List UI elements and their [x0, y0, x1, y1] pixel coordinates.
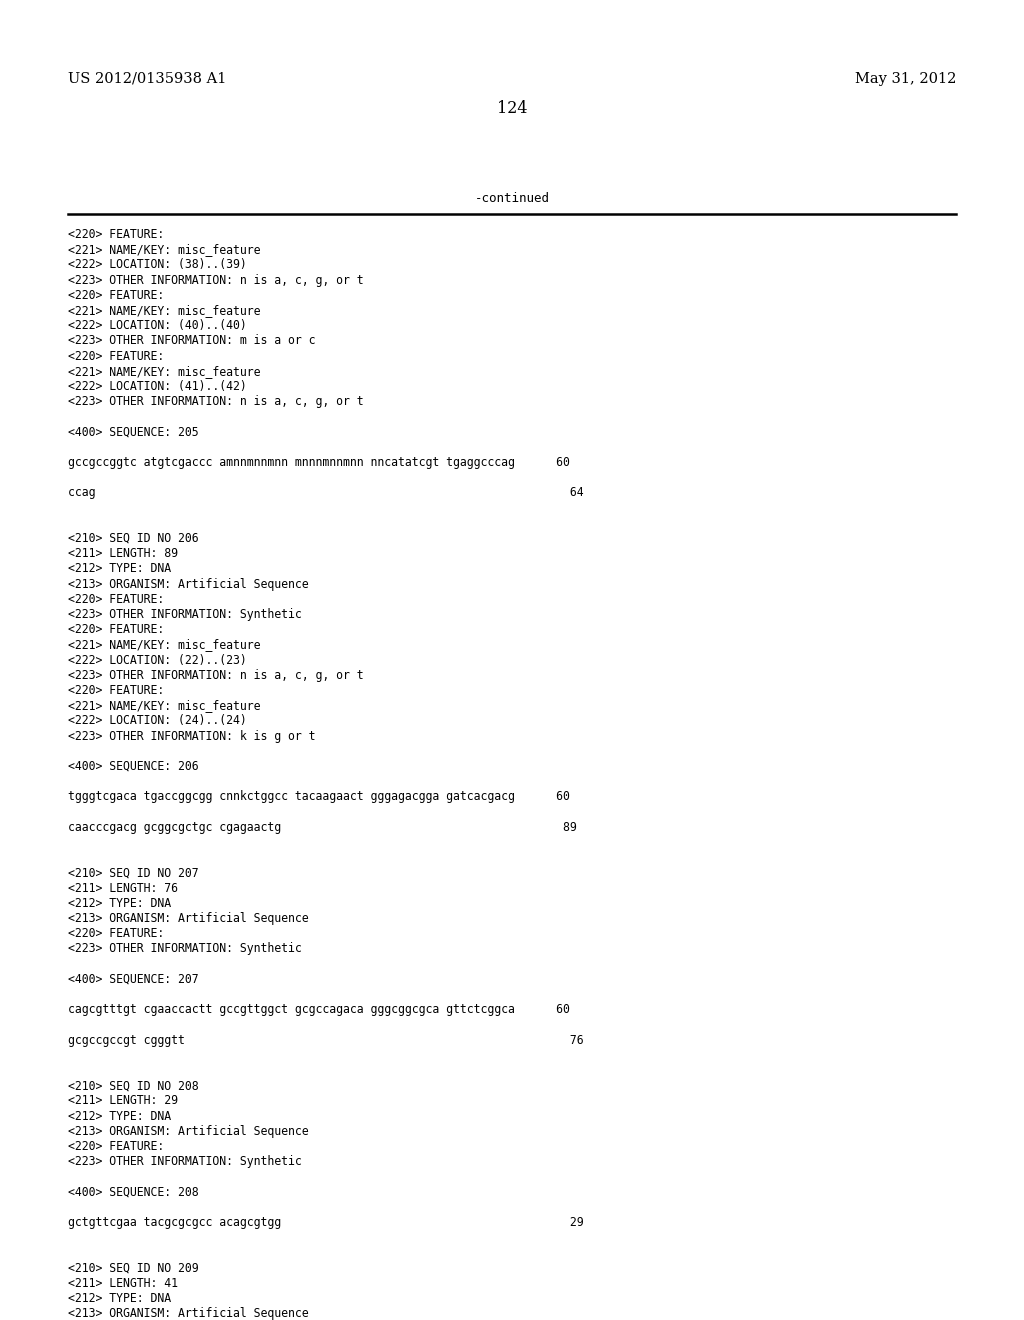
Text: <213> ORGANISM: Artificial Sequence: <213> ORGANISM: Artificial Sequence: [68, 1125, 308, 1138]
Text: <223> OTHER INFORMATION: Synthetic: <223> OTHER INFORMATION: Synthetic: [68, 942, 302, 956]
Text: <222> LOCATION: (41)..(42): <222> LOCATION: (41)..(42): [68, 380, 247, 393]
Text: <210> SEQ ID NO 209: <210> SEQ ID NO 209: [68, 1262, 199, 1275]
Text: <213> ORGANISM: Artificial Sequence: <213> ORGANISM: Artificial Sequence: [68, 578, 308, 590]
Text: <220> FEATURE:: <220> FEATURE:: [68, 350, 164, 363]
Text: <212> TYPE: DNA: <212> TYPE: DNA: [68, 1110, 171, 1122]
Text: gcgccgccgt cgggtt                                                        76: gcgccgccgt cgggtt 76: [68, 1034, 584, 1047]
Text: <223> OTHER INFORMATION: n is a, c, g, or t: <223> OTHER INFORMATION: n is a, c, g, o…: [68, 273, 364, 286]
Text: <220> FEATURE:: <220> FEATURE:: [68, 1140, 164, 1152]
Text: <222> LOCATION: (38)..(39): <222> LOCATION: (38)..(39): [68, 259, 247, 272]
Text: <213> ORGANISM: Artificial Sequence: <213> ORGANISM: Artificial Sequence: [68, 1307, 308, 1320]
Text: <221> NAME/KEY: misc_feature: <221> NAME/KEY: misc_feature: [68, 700, 260, 713]
Text: <222> LOCATION: (40)..(40): <222> LOCATION: (40)..(40): [68, 319, 247, 333]
Text: gctgttcgaa tacgcgcgcc acagcgtgg                                          29: gctgttcgaa tacgcgcgcc acagcgtgg 29: [68, 1216, 584, 1229]
Text: <220> FEATURE:: <220> FEATURE:: [68, 593, 164, 606]
Text: <400> SEQUENCE: 205: <400> SEQUENCE: 205: [68, 425, 199, 438]
Text: cagcgtttgt cgaaccactt gccgttggct gcgccagaca gggcggcgca gttctcggca      60: cagcgtttgt cgaaccactt gccgttggct gcgccag…: [68, 1003, 570, 1016]
Text: <223> OTHER INFORMATION: Synthetic: <223> OTHER INFORMATION: Synthetic: [68, 609, 302, 620]
Text: <211> LENGTH: 89: <211> LENGTH: 89: [68, 548, 178, 560]
Text: -continued: -continued: [474, 191, 550, 205]
Text: <210> SEQ ID NO 208: <210> SEQ ID NO 208: [68, 1080, 199, 1092]
Text: <220> FEATURE:: <220> FEATURE:: [68, 289, 164, 302]
Text: <210> SEQ ID NO 206: <210> SEQ ID NO 206: [68, 532, 199, 545]
Text: <213> ORGANISM: Artificial Sequence: <213> ORGANISM: Artificial Sequence: [68, 912, 308, 925]
Text: <223> OTHER INFORMATION: k is g or t: <223> OTHER INFORMATION: k is g or t: [68, 730, 315, 743]
Text: <221> NAME/KEY: misc_feature: <221> NAME/KEY: misc_feature: [68, 639, 260, 651]
Text: <220> FEATURE:: <220> FEATURE:: [68, 684, 164, 697]
Text: <222> LOCATION: (24)..(24): <222> LOCATION: (24)..(24): [68, 714, 247, 727]
Text: May 31, 2012: May 31, 2012: [855, 73, 956, 86]
Text: <221> NAME/KEY: misc_feature: <221> NAME/KEY: misc_feature: [68, 243, 260, 256]
Text: <400> SEQUENCE: 207: <400> SEQUENCE: 207: [68, 973, 199, 986]
Text: gccgccggtc atgtcgaccc amnnmnnmnn mnnnmnnmnn nncatatcgt tgaggcccag      60: gccgccggtc atgtcgaccc amnnmnnmnn mnnnmnn…: [68, 455, 570, 469]
Text: <220> FEATURE:: <220> FEATURE:: [68, 623, 164, 636]
Text: 124: 124: [497, 100, 527, 117]
Text: <223> OTHER INFORMATION: m is a or c: <223> OTHER INFORMATION: m is a or c: [68, 334, 315, 347]
Text: <222> LOCATION: (22)..(23): <222> LOCATION: (22)..(23): [68, 653, 247, 667]
Text: <223> OTHER INFORMATION: n is a, c, g, or t: <223> OTHER INFORMATION: n is a, c, g, o…: [68, 395, 364, 408]
Text: <223> OTHER INFORMATION: Synthetic: <223> OTHER INFORMATION: Synthetic: [68, 1155, 302, 1168]
Text: <220> FEATURE:: <220> FEATURE:: [68, 927, 164, 940]
Text: ccag                                                                     64: ccag 64: [68, 486, 584, 499]
Text: <221> NAME/KEY: misc_feature: <221> NAME/KEY: misc_feature: [68, 304, 260, 317]
Text: <211> LENGTH: 76: <211> LENGTH: 76: [68, 882, 178, 895]
Text: US 2012/0135938 A1: US 2012/0135938 A1: [68, 73, 226, 86]
Text: <212> TYPE: DNA: <212> TYPE: DNA: [68, 896, 171, 909]
Text: <400> SEQUENCE: 206: <400> SEQUENCE: 206: [68, 760, 199, 774]
Text: <211> LENGTH: 29: <211> LENGTH: 29: [68, 1094, 178, 1107]
Text: <221> NAME/KEY: misc_feature: <221> NAME/KEY: misc_feature: [68, 364, 260, 378]
Text: caacccgacg gcggcgctgc cgagaactg                                         89: caacccgacg gcggcgctgc cgagaactg 89: [68, 821, 577, 834]
Text: <400> SEQUENCE: 208: <400> SEQUENCE: 208: [68, 1185, 199, 1199]
Text: <220> FEATURE:: <220> FEATURE:: [68, 228, 164, 242]
Text: <211> LENGTH: 41: <211> LENGTH: 41: [68, 1276, 178, 1290]
Text: <212> TYPE: DNA: <212> TYPE: DNA: [68, 1292, 171, 1305]
Text: <212> TYPE: DNA: <212> TYPE: DNA: [68, 562, 171, 576]
Text: tgggtcgaca tgaccggcgg cnnkctggcc tacaagaact gggagacgga gatcacgacg      60: tgggtcgaca tgaccggcgg cnnkctggcc tacaaga…: [68, 791, 570, 804]
Text: <210> SEQ ID NO 207: <210> SEQ ID NO 207: [68, 866, 199, 879]
Text: <223> OTHER INFORMATION: n is a, c, g, or t: <223> OTHER INFORMATION: n is a, c, g, o…: [68, 669, 364, 682]
